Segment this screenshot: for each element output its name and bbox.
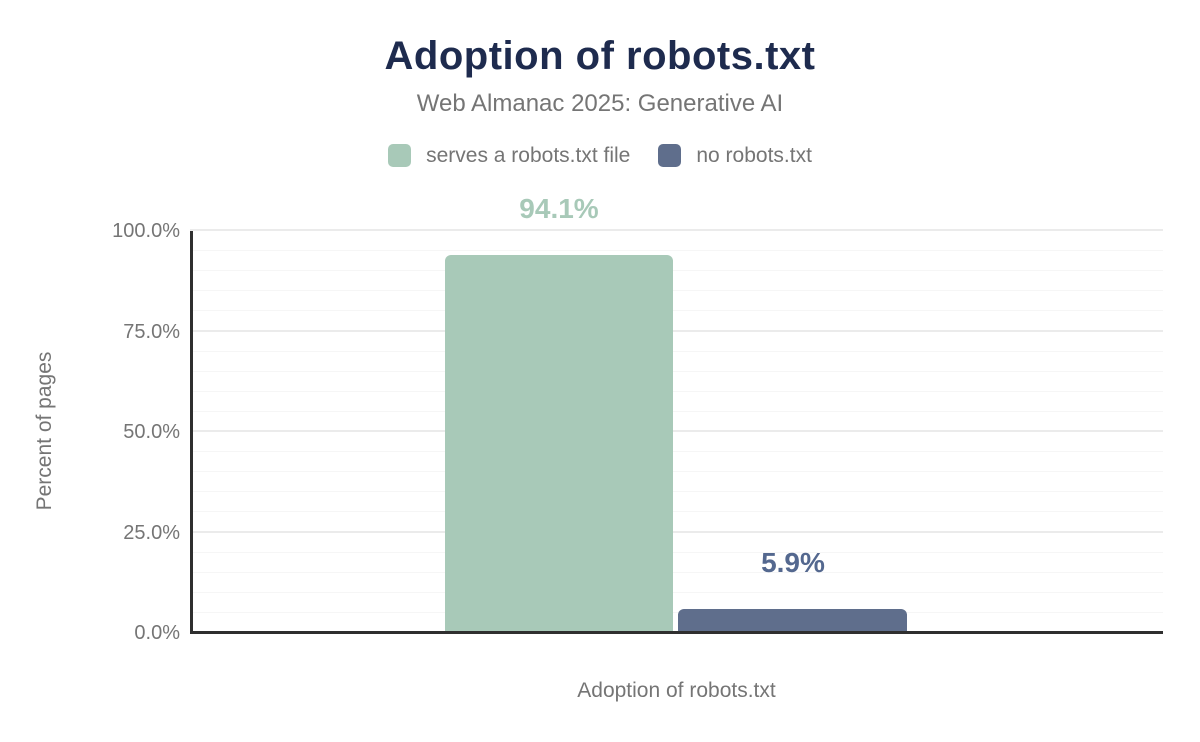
minor-gridline <box>190 350 1163 352</box>
minor-gridline <box>190 611 1163 613</box>
minor-gridline <box>190 250 1163 252</box>
y-tick-label: 75.0% <box>123 320 180 343</box>
minor-gridline <box>190 370 1163 372</box>
y-tick-label: 50.0% <box>123 421 180 443</box>
value-label-serves-robots-txt: 94.1% <box>519 192 599 224</box>
major-gridline <box>190 329 1163 332</box>
y-tick-label: 100.0% <box>112 220 180 242</box>
plot-area: 94.1% 5.9% <box>190 193 1163 634</box>
minor-gridline <box>190 591 1163 593</box>
y-axis-title: Percent of pages <box>33 351 56 511</box>
minor-gridline <box>190 451 1163 453</box>
bar-serves-robots-txt[interactable] <box>445 254 673 633</box>
minor-gridline <box>190 471 1163 473</box>
major-gridline <box>190 430 1163 432</box>
legend-label-serves-robots-txt: serves a robots.txt file <box>426 144 631 167</box>
minor-gridline <box>190 290 1163 292</box>
legend-item-no-robots-txt[interactable]: no robots.txt <box>658 144 812 167</box>
value-label-no-robots-txt: 5.9% <box>761 547 825 579</box>
legend-label-no-robots-txt: no robots.txt <box>696 144 812 167</box>
minor-gridline <box>190 270 1163 272</box>
chart-subtitle: Web Almanac 2025: Generative AI <box>416 90 784 117</box>
major-gridline <box>190 229 1163 231</box>
legend-swatch-blue <box>658 144 682 167</box>
major-gridline <box>190 530 1163 533</box>
minor-gridline <box>190 571 1163 573</box>
minor-gridline <box>190 390 1163 392</box>
legend: serves a robots.txt file no robots.txt <box>0 144 1200 167</box>
minor-gridline <box>190 310 1163 312</box>
y-tick-label: 25.0% <box>123 521 180 544</box>
y-axis-line <box>190 231 193 633</box>
bar-no-robots-txt[interactable] <box>678 609 907 633</box>
legend-swatch-green <box>388 144 412 167</box>
legend-item-serves-robots-txt[interactable]: serves a robots.txt file <box>388 144 630 167</box>
x-axis-title: Adoption of robots.txt <box>577 679 776 702</box>
x-axis-line <box>190 631 1163 634</box>
chart-title: Adoption of robots.txt <box>384 34 816 78</box>
minor-gridline <box>190 551 1163 553</box>
minor-gridline <box>190 511 1163 513</box>
minor-gridline <box>190 491 1163 493</box>
minor-gridline <box>190 410 1163 412</box>
y-tick-label: 0.0% <box>134 622 180 644</box>
